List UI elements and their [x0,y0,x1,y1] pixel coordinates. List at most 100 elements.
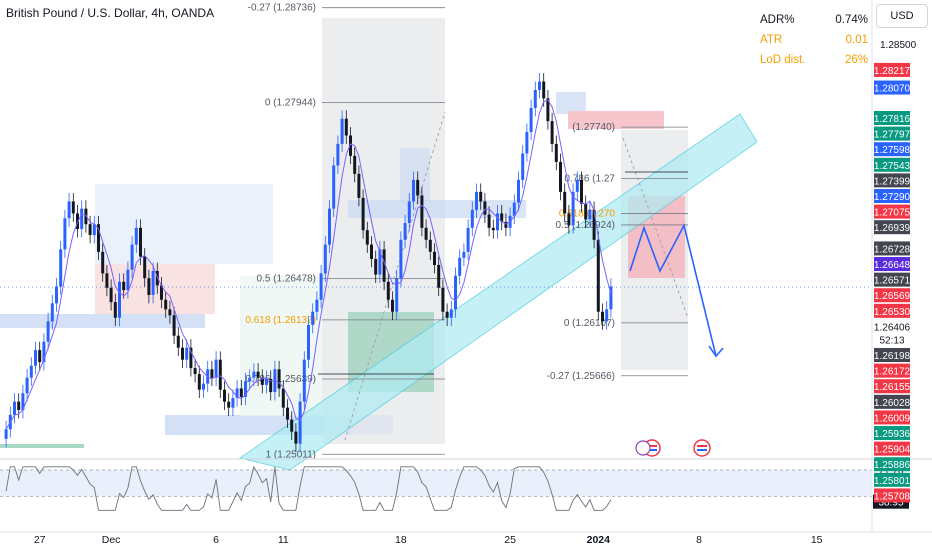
price-label: 52:13 [879,335,904,346]
candle-body [349,135,352,156]
candle-body [353,155,357,174]
candle-body [399,239,403,279]
price-label-box [874,394,910,409]
candle-body [71,201,75,214]
price-label: 1.26198 [874,351,911,362]
candle-body [281,388,285,408]
price-label-box [874,426,910,441]
stat-row-atr: ATR 0.01 [760,30,868,50]
candle-body [420,195,424,228]
price-label: 1.26009 [874,413,911,424]
candle-body [588,209,592,220]
stat-label: LoD dist. [760,54,806,66]
stat-row-adr: ADR% 0.74% [760,10,868,30]
price-label-box [874,303,910,318]
flag-stripe [647,449,657,451]
candle-body [470,209,474,228]
price-label-box [874,220,910,235]
candle-body [113,302,117,318]
candle-body [315,299,319,312]
price-label-box [874,272,910,287]
candle-body [533,89,537,108]
candle-body [445,311,449,318]
time-axis-label: 6 [213,534,219,546]
candle-body [386,281,390,300]
candle-body [4,429,8,439]
candle-body [601,311,604,322]
news-event-icon[interactable] [693,439,711,457]
price-label-box [874,457,910,472]
price-label: 1.27399 [874,176,911,187]
candles-group [4,73,613,453]
candle-body [134,227,138,245]
candle-body [525,131,529,154]
symbol-title[interactable]: British Pound / U.S. Dollar, 4h, OANDA [6,6,215,20]
time-axis-label: 27 [34,534,46,546]
fib-level-label: 0 (1.27944) [265,98,316,109]
candle-body [596,239,600,312]
candle-body [84,208,88,225]
price-label: 1.26728 [874,244,911,255]
candle-body [193,368,197,375]
candle-body [567,213,571,226]
price-label: 1.26569 [874,291,911,302]
candle-body [332,165,336,209]
candle-body [235,388,239,399]
price-label-box [874,204,910,219]
alert-icon[interactable] [635,440,651,456]
price-label: 1.28217 [874,66,911,77]
rsi-axis-label: 71.70 [878,466,903,477]
us-flag-icon[interactable] [693,439,711,457]
candle-body [92,224,96,236]
candle-body [109,287,113,303]
price-axis-tick: 1.28500 [880,40,917,51]
candle-body [210,369,214,378]
candle-body [67,201,71,219]
candle-body [80,208,84,230]
stat-label: ADR% [760,14,795,26]
candle-body [189,347,193,369]
fib-level-label: 0.5 (1.26924) [556,220,616,231]
candle-body [38,350,42,363]
candle-body [214,359,218,378]
price-label: 1.25904 [874,445,911,456]
candle-body [542,81,546,99]
candle-body [550,121,554,144]
stat-row-lod: LoD dist. 26% [760,50,868,70]
candle-body [172,315,176,336]
candle-body [424,227,428,240]
candle-body [374,258,378,275]
moving-average-line [5,99,612,430]
candle-body [147,278,151,295]
candle-body [428,239,432,252]
candle-body [126,269,130,291]
candle-body [554,143,558,162]
fib-level-label: -0.27 (1.28736) [248,3,316,14]
currency-button[interactable]: USD [876,4,928,28]
candle-body [298,401,302,444]
candle-body [344,118,348,136]
candle-body [382,249,386,282]
price-label: 1.26028 [874,398,911,409]
price-label: 1.27598 [874,145,911,156]
candle-body [559,161,562,192]
candle-body [130,244,134,270]
price-label-box [874,126,910,141]
candle-body [466,227,470,252]
candle-body [46,321,50,342]
projection-path [629,223,717,357]
candle-body [164,299,168,310]
price-label-box [874,62,910,77]
candle-body [231,398,235,408]
candle-body [479,191,483,202]
candle-body [13,401,16,415]
price-label-box [874,80,910,95]
price-label-box [874,348,910,363]
candle-body [517,179,520,203]
candle-body [592,209,596,240]
price-label: 1.27543 [874,161,911,172]
price-label: 1.26155 [874,382,911,393]
time-axis-label: 8 [696,534,702,546]
price-label: 1.26571 [874,276,911,287]
